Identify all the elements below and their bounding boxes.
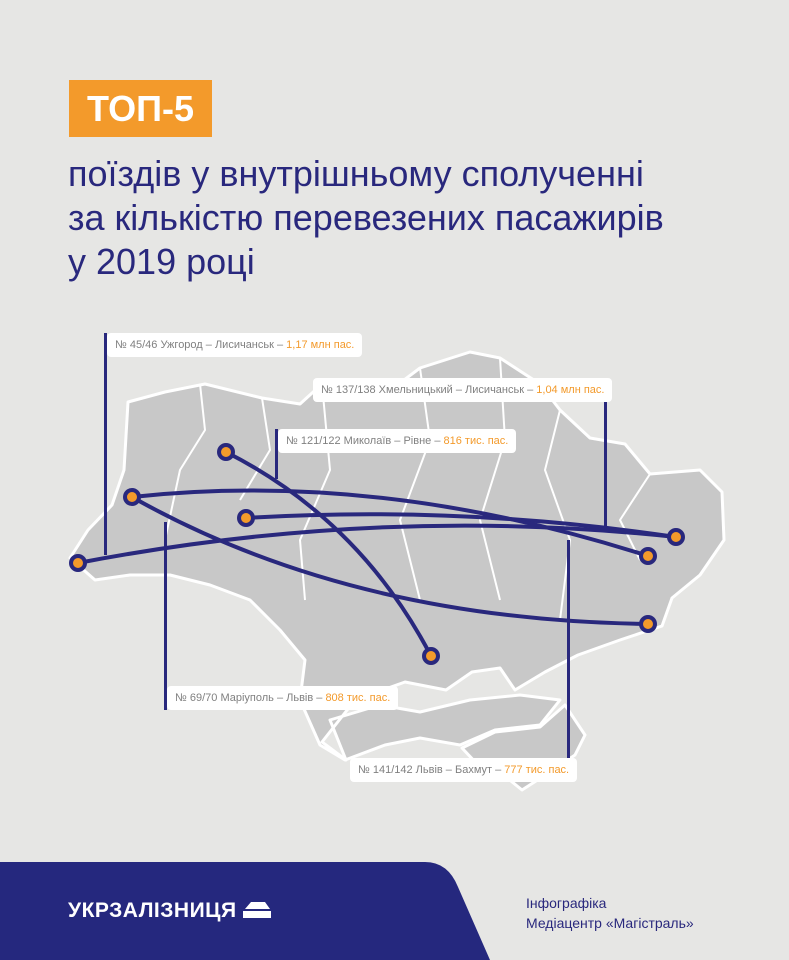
train-icon	[242, 902, 271, 918]
callout-line	[275, 429, 278, 479]
title-line: поїздів у внутрішньому сполученні	[68, 153, 644, 194]
region-borders	[164, 357, 651, 621]
route-lviv-bakhmut	[131, 488, 649, 558]
route-passengers: 777 тис. пас.	[504, 764, 570, 776]
routes	[77, 450, 677, 657]
route-callout: № 69/70 Маріуполь – Львів – 808 тис. пас…	[167, 686, 399, 710]
route-uzhhorod-lysychansk	[77, 523, 677, 565]
stations	[69, 443, 685, 665]
station-lysychansk	[667, 528, 685, 546]
title-line: за кількістю перевезених пасажирів	[68, 197, 664, 238]
credit-line: Інфографіка	[526, 895, 607, 911]
callout-line	[604, 378, 607, 526]
credit: Інфографіка Медіацентр «Магістраль»	[526, 893, 694, 933]
ukrzaliznytsia-logo: УКРЗАЛІЗНИЦЯ	[68, 899, 271, 923]
route-mariupol-lviv	[131, 495, 649, 626]
station-lviv	[123, 488, 141, 506]
route-label: № 121/122 Миколаїв – Рівне –	[286, 435, 444, 447]
callout-line	[104, 333, 107, 555]
station-rivne	[217, 443, 235, 461]
station-mykolaiv	[422, 647, 440, 665]
route-label: № 45/46 Ужгород – Лисичанськ –	[115, 339, 287, 351]
route-callout: № 45/46 Ужгород – Лисичанськ – 1,17 млн …	[107, 333, 363, 357]
route-callout: № 141/142 Львів – Бахмут – 777 тис. пас.	[350, 758, 578, 782]
callout-line	[164, 522, 167, 710]
route-passengers: 816 тис. пас.	[443, 435, 509, 447]
station-mariupol	[639, 615, 657, 633]
logo-text: УКРЗАЛІЗНИЦЯ	[68, 899, 237, 922]
route-label: № 69/70 Маріуполь – Львів –	[175, 692, 326, 704]
station-uzhhorod	[69, 554, 87, 572]
route-callout: № 121/122 Миколаїв – Рівне – 816 тис. па…	[278, 429, 517, 453]
route-mykolaiv-rivne	[225, 450, 433, 657]
title-line: у 2019 році	[68, 241, 255, 282]
route-label: № 137/138 Хмельницький – Лисичанськ –	[321, 384, 537, 396]
map-regions	[68, 350, 726, 792]
route-passengers: 808 тис. пас.	[325, 692, 391, 704]
route-passengers: 1,04 млн пас.	[536, 384, 605, 396]
station-bakhmut	[639, 547, 657, 565]
route-khmelnytskyi-lysychansk	[245, 512, 677, 539]
route-passengers: 1,17 млн пас.	[286, 339, 355, 351]
top5-badge: ТОП-5	[69, 80, 212, 137]
callout-line	[567, 540, 570, 782]
credit-line: Медіацентр «Магістраль»	[526, 915, 694, 931]
page-title: поїздів у внутрішньому сполученні за кіл…	[68, 152, 664, 284]
route-callout: № 137/138 Хмельницький – Лисичанськ – 1,…	[313, 378, 613, 402]
station-khmelnytskyi	[237, 509, 255, 527]
route-label: № 141/142 Львів – Бахмут –	[358, 764, 505, 776]
